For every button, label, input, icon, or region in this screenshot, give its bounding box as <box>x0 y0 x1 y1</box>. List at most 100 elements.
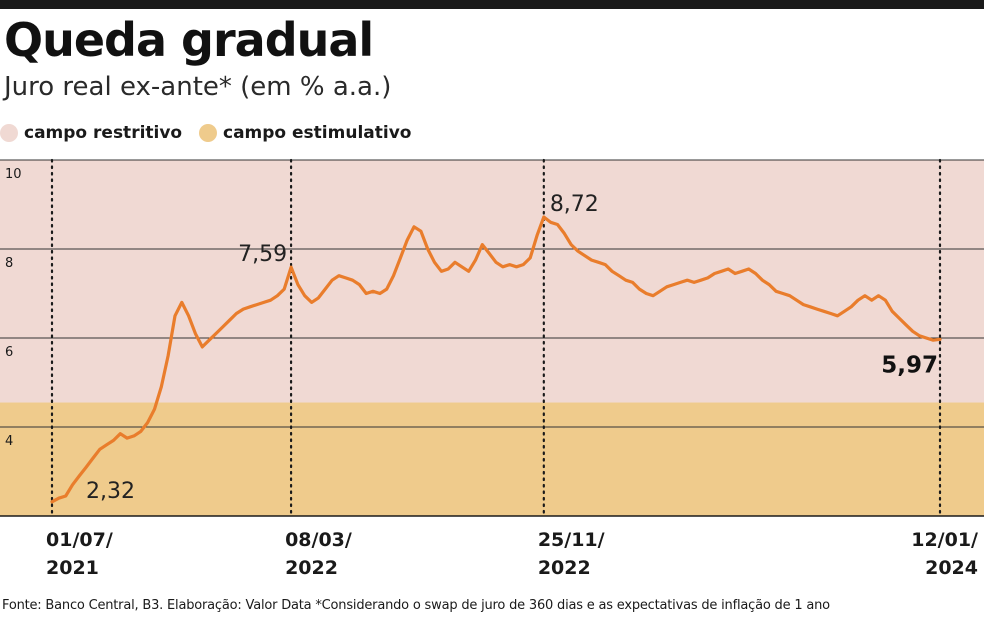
data-point <box>112 439 115 442</box>
data-point <box>201 345 204 349</box>
data-point <box>289 266 293 269</box>
data-point <box>173 314 177 317</box>
data-point <box>829 312 832 315</box>
data-point <box>344 276 347 280</box>
data-point <box>91 456 95 460</box>
data-point <box>296 283 300 286</box>
x-tick-label-year: 2021 <box>46 557 99 579</box>
data-point <box>166 354 170 357</box>
source-footnote: Fonte: Banco Central, B3. Elaboração: Va… <box>2 598 830 613</box>
data-point <box>132 434 136 438</box>
data-point <box>392 274 395 277</box>
data-point <box>863 294 867 297</box>
data-point <box>125 436 129 440</box>
data-point <box>153 408 156 411</box>
data-point <box>214 332 218 335</box>
data-point <box>877 294 880 297</box>
x-tick-label-date: 08/03/ <box>285 529 352 551</box>
top-bar <box>0 0 984 9</box>
data-point <box>494 261 498 264</box>
data-point <box>501 265 504 268</box>
chart-subtitle: Juro real ex-ante* (em % a.a.) <box>4 72 392 102</box>
data-point <box>515 265 518 268</box>
data-point <box>795 299 798 302</box>
data-point <box>440 270 443 273</box>
data-point <box>822 310 826 313</box>
data-point <box>207 339 211 342</box>
data-point <box>617 274 621 277</box>
data-point <box>932 339 935 342</box>
data-point <box>426 247 429 251</box>
x-tick-label-date: 25/11/ <box>538 529 605 551</box>
data-point <box>412 225 416 228</box>
data-point <box>228 319 231 322</box>
data-point <box>686 279 689 282</box>
legend-label-estimulativo: campo estimulativo <box>223 123 412 143</box>
data-point <box>679 281 682 284</box>
data-point <box>146 421 149 424</box>
data-point <box>337 274 341 277</box>
data-point <box>317 296 320 300</box>
data-point <box>604 263 607 266</box>
data-point <box>610 270 614 273</box>
data-point <box>624 279 627 282</box>
data-point <box>672 283 675 286</box>
background-bands <box>0 160 984 516</box>
data-point <box>371 290 375 293</box>
data-point <box>71 483 74 486</box>
data-point <box>747 267 750 271</box>
data-point <box>569 243 573 246</box>
data-point <box>645 292 648 295</box>
data-point <box>330 279 334 282</box>
data-point <box>378 292 382 295</box>
data-point <box>235 312 238 315</box>
data-point <box>57 497 60 500</box>
line-chart: 4 6 8 10 2,32 7,59 8,72 5,97 01/07/2021 08/03/2… <box>0 158 984 579</box>
y-tick-label: 4 <box>5 434 13 449</box>
data-point <box>324 287 327 291</box>
series-layer <box>50 215 942 504</box>
data-point <box>699 279 703 282</box>
data-point <box>269 299 272 302</box>
data-point <box>706 276 709 280</box>
data-point <box>50 500 54 503</box>
data-point <box>351 279 354 282</box>
y-tick-label: 6 <box>5 345 13 360</box>
data-point <box>897 316 901 320</box>
data-point <box>160 385 163 389</box>
x-tick-label-year: 2022 <box>538 557 591 579</box>
data-point <box>255 303 259 306</box>
restrictive-band <box>0 160 984 403</box>
stimulative-band <box>0 402 984 516</box>
data-point <box>187 314 190 317</box>
annotation-label: 8,72 <box>550 192 599 217</box>
data-labels: 2,32 7,59 8,72 5,97 <box>86 192 938 504</box>
data-point <box>433 261 436 264</box>
data-point <box>283 287 286 291</box>
data-point <box>761 279 764 282</box>
data-point <box>508 263 511 266</box>
data-point <box>638 287 641 291</box>
data-point <box>467 270 470 273</box>
data-point <box>98 448 102 451</box>
data-point <box>262 301 265 304</box>
data-point <box>658 290 662 293</box>
data-point <box>665 285 668 288</box>
data-point <box>904 323 907 326</box>
data-point <box>522 263 525 266</box>
data-point <box>399 256 402 260</box>
data-point <box>556 223 559 226</box>
data-point <box>221 325 224 329</box>
data-point <box>119 432 122 435</box>
data-point <box>549 221 552 224</box>
y-axis-ticks: 4 6 8 10 <box>5 167 22 449</box>
legend-label-restritivo: campo restritivo <box>24 123 183 143</box>
data-point <box>365 292 368 295</box>
data-point <box>788 294 791 297</box>
data-point <box>481 243 484 246</box>
data-point <box>542 215 545 219</box>
legend-swatch-restritivo <box>0 124 18 142</box>
data-point <box>310 301 313 304</box>
data-point <box>563 232 566 235</box>
data-point <box>802 303 805 306</box>
